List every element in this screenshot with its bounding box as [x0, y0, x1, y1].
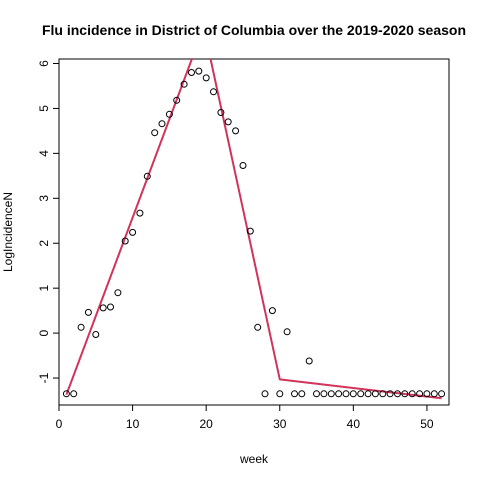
y-tick-label: 5	[37, 105, 51, 112]
data-point	[394, 390, 401, 398]
y-tick-label: 2	[37, 240, 51, 247]
x-tick-label: 20	[199, 417, 213, 431]
y-tick-label: 0	[37, 329, 51, 336]
data-point	[246, 227, 254, 235]
data-point	[364, 390, 372, 398]
data-point	[217, 109, 225, 116]
data-point	[107, 303, 114, 311]
data-point	[121, 237, 129, 245]
data-point	[77, 323, 85, 331]
data-point	[401, 390, 409, 398]
data-point	[158, 120, 166, 128]
data-point	[136, 209, 144, 217]
data-point	[70, 390, 78, 398]
y-tick-label: -1	[37, 372, 51, 383]
scatter-points	[62, 67, 446, 398]
data-point	[165, 110, 173, 118]
y-tick-label: 3	[37, 195, 51, 202]
data-point	[151, 129, 159, 137]
data-point	[129, 228, 137, 236]
data-point	[408, 390, 416, 398]
data-point	[298, 390, 306, 398]
data-point	[276, 390, 284, 398]
fit-line	[65, 59, 442, 400]
data-point	[114, 289, 122, 297]
x-tick-label: 50	[420, 417, 434, 431]
data-point	[379, 390, 387, 398]
x-tick-label: 40	[347, 417, 361, 431]
data-point	[313, 390, 320, 398]
data-point	[423, 390, 431, 398]
data-point	[335, 390, 343, 398]
data-point	[188, 69, 195, 76]
x-tick-label: 0	[56, 417, 63, 431]
data-point	[430, 390, 438, 398]
data-point	[327, 390, 335, 398]
data-point	[371, 390, 379, 398]
y-axis: -1 0 1 2 3 4 5 6	[37, 60, 59, 383]
x-tick-label: 10	[126, 417, 140, 431]
data-point	[62, 390, 70, 398]
data-point	[84, 308, 92, 316]
chart-title: Flu incidence in District of Columbia ov…	[42, 22, 466, 38]
data-point	[254, 323, 262, 331]
data-point	[99, 304, 107, 312]
data-point	[180, 80, 188, 88]
data-point	[283, 328, 291, 336]
data-point	[438, 390, 446, 398]
y-tick-label: 6	[37, 60, 51, 67]
data-point	[291, 390, 298, 398]
data-point	[210, 88, 217, 96]
x-axis: 0 10 20 30 40 50	[56, 405, 434, 431]
data-point	[239, 162, 247, 169]
data-point	[416, 390, 424, 398]
data-point	[342, 390, 350, 398]
data-point	[232, 127, 240, 135]
data-point	[268, 307, 276, 315]
data-point	[349, 390, 357, 398]
data-point	[320, 390, 328, 398]
data-point	[143, 172, 151, 180]
data-point	[202, 74, 210, 82]
data-point	[357, 390, 365, 398]
data-point	[195, 67, 203, 75]
plot-frame	[58, 58, 450, 406]
data-point	[173, 96, 181, 104]
x-tick-label: 30	[273, 417, 287, 431]
fit-line-group	[65, 59, 442, 400]
y-axis-label: LogIncidenceN	[1, 192, 15, 272]
data-point	[261, 390, 269, 398]
data-point	[224, 118, 232, 126]
y-tick-label: 4	[37, 150, 51, 157]
data-point	[92, 331, 100, 338]
data-point	[305, 357, 313, 365]
x-axis-label: week	[239, 452, 269, 466]
data-point	[386, 390, 394, 398]
y-tick-label: 1	[37, 285, 51, 292]
